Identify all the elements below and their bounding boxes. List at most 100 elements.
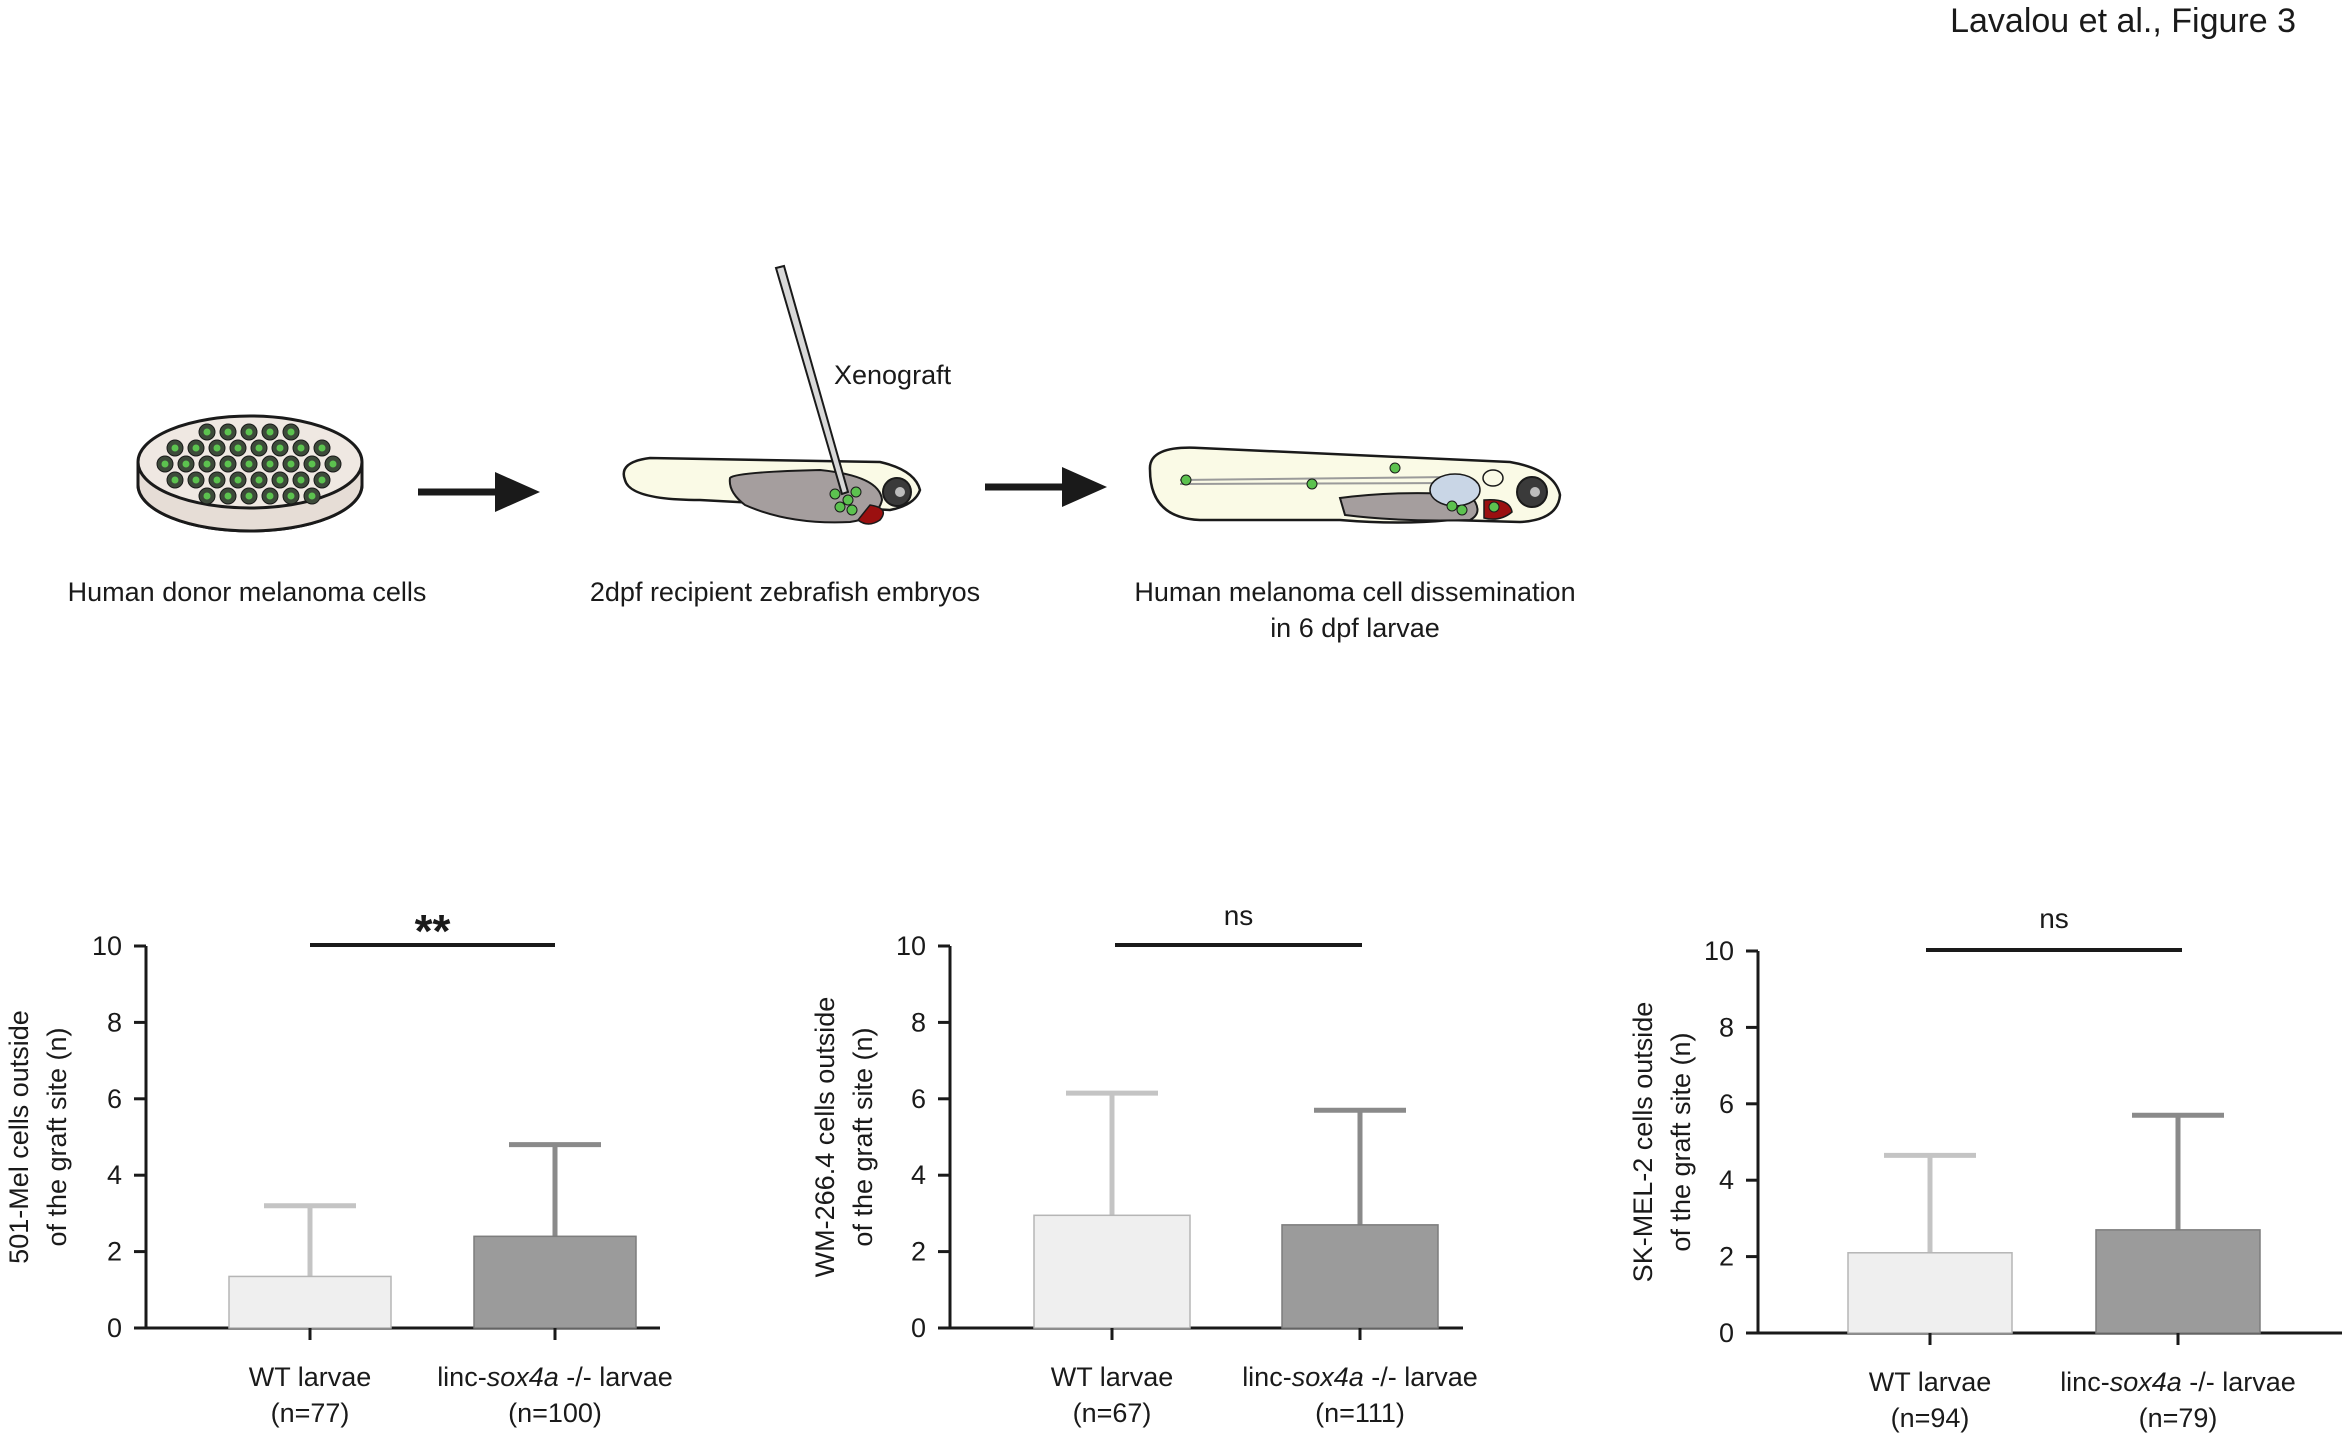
significance-label: ns: [1224, 900, 1254, 931]
melanoma-cell-icon: [850, 486, 862, 498]
melanoma-cell-nucleus: [171, 444, 179, 452]
melanoma-cell-nucleus: [329, 460, 337, 468]
y-tick-label: 6: [107, 1084, 122, 1114]
n-label: (n=79): [2139, 1403, 2218, 1433]
xenograft-schematic: Xenograft: [136, 264, 1562, 533]
y-tick-label: 0: [1719, 1318, 1734, 1348]
figure-title: Lavalou et al., Figure 3: [1950, 2, 2296, 40]
melanoma-cell-nucleus: [308, 460, 316, 468]
y-axis-label: SK-MEL-2 cells outside: [1628, 1002, 1658, 1283]
melanoma-cell-icon: [1456, 504, 1468, 516]
step3-caption-line1: Human melanoma cell dissemination: [1134, 577, 1576, 607]
bar: [1847, 1252, 2013, 1334]
y-axis-label: of the graft site (n): [42, 1027, 72, 1246]
y-axis-label: of the graft site (n): [848, 1027, 878, 1246]
y-tick-label: 10: [92, 931, 122, 961]
melanoma-cell-nucleus: [213, 444, 221, 452]
y-tick-label: 0: [911, 1313, 926, 1343]
melanoma-cell-nucleus: [192, 444, 200, 452]
bar: [473, 1235, 637, 1329]
melanoma-cell-nucleus: [245, 492, 253, 500]
melanoma-cell-nucleus: [266, 460, 274, 468]
melanoma-cell-nucleus: [297, 444, 305, 452]
melanoma-cell-nucleus: [171, 476, 179, 484]
petri-dish-icon: [136, 414, 364, 533]
melanoma-cell-nucleus: [318, 476, 326, 484]
melanoma-cell-nucleus: [224, 460, 232, 468]
melanoma-cell-icon: [1306, 478, 1318, 490]
y-tick-label: 6: [911, 1084, 926, 1114]
y-tick-label: 8: [911, 1007, 926, 1037]
step3-caption: Human melanoma cell dissemination in 6 d…: [1100, 574, 1610, 646]
melanoma-cell-icon: [1446, 500, 1458, 512]
melanoma-cell-nucleus: [255, 444, 263, 452]
melanoma-cell-icon: [834, 501, 846, 513]
melanoma-cell-nucleus: [287, 492, 295, 500]
bar: [1033, 1214, 1191, 1329]
zebrafish-embryo-icon: [622, 456, 922, 525]
x-tick-label: WT larvae: [249, 1362, 372, 1392]
melanoma-cell-icon: [1389, 462, 1401, 474]
n-label: (n=111): [1315, 1398, 1405, 1428]
y-axis-label: WM-266.4 cells outside: [810, 997, 840, 1278]
melanoma-cell-nucleus: [203, 460, 211, 468]
melanoma-cell-icon: [846, 504, 858, 516]
n-label: (n=77): [271, 1398, 350, 1428]
melanoma-cell-nucleus: [203, 428, 211, 436]
y-tick-label: 2: [1719, 1242, 1734, 1272]
injection-needle-icon: [774, 264, 850, 496]
n-label: (n=94): [1891, 1403, 1970, 1433]
melanoma-cell-nucleus: [182, 460, 190, 468]
y-tick-label: 4: [107, 1160, 122, 1190]
melanoma-cell-nucleus: [266, 428, 274, 436]
y-tick-label: 4: [911, 1160, 926, 1190]
x-tick-label: WT larvae: [1051, 1362, 1174, 1392]
bar-chart-1: 0 2 4 6 8 10 501-Mel cells outside of the graft…: [4, 905, 673, 1428]
melanoma-cell-nucleus: [224, 492, 232, 500]
arrow-right-icon: [418, 472, 540, 512]
melanoma-cell-nucleus: [287, 460, 295, 468]
melanoma-cell-nucleus: [213, 476, 221, 484]
zebrafish-larva-icon: [1148, 446, 1562, 524]
bar: [228, 1275, 392, 1329]
y-tick-label: 8: [107, 1007, 122, 1037]
y-tick-label: 8: [1719, 1012, 1734, 1042]
melanoma-cell-nucleus: [161, 460, 169, 468]
x-tick-label: linc-sox4a -/- larvae: [2060, 1367, 2296, 1397]
n-label: (n=67): [1073, 1398, 1152, 1428]
melanoma-cell-nucleus: [245, 460, 253, 468]
significance-label: **: [415, 905, 451, 957]
step1-caption: Human donor melanoma cells: [67, 577, 427, 607]
melanoma-cell-nucleus: [255, 476, 263, 484]
melanoma-cell-nucleus: [234, 444, 242, 452]
bar: [1281, 1224, 1439, 1329]
y-axis-label: of the graft site (n): [1666, 1032, 1696, 1251]
bar: [2095, 1229, 2261, 1334]
y-tick-label: 10: [896, 931, 926, 961]
y-tick-label: 4: [1719, 1165, 1734, 1195]
melanoma-cell-nucleus: [276, 476, 284, 484]
x-tick-label: WT larvae: [1869, 1367, 1992, 1397]
melanoma-cell-nucleus: [234, 476, 242, 484]
melanoma-cell-nucleus: [266, 492, 274, 500]
y-tick-label: 2: [911, 1237, 926, 1267]
y-axis-label: 501-Mel cells outside: [4, 1010, 34, 1264]
melanoma-cell-icon: [1180, 474, 1192, 486]
y-tick-label: 0: [107, 1313, 122, 1343]
y-tick-label: 2: [107, 1237, 122, 1267]
y-tick-label: 6: [1719, 1089, 1734, 1119]
melanoma-cell-nucleus: [203, 492, 211, 500]
melanoma-cell-icon: [1488, 501, 1500, 513]
bar-chart-3: 0 2 4 6 8 10 SK-MEL-2 cells outside of the graf…: [1628, 903, 2342, 1433]
x-tick-label: linc-sox4a -/- larvae: [1242, 1362, 1478, 1392]
step2-caption: 2dpf recipient zebrafish embryos: [589, 577, 981, 607]
melanoma-cell-icon: [842, 494, 854, 506]
melanoma-cell-nucleus: [192, 476, 200, 484]
melanoma-cell-nucleus: [245, 428, 253, 436]
melanoma-cell-nucleus: [318, 444, 326, 452]
xenograft-label: Xenograft: [834, 360, 952, 390]
step3-caption-line2: in 6 dpf larvae: [1270, 613, 1440, 643]
n-label: (n=100): [508, 1398, 602, 1428]
melanoma-cell-nucleus: [297, 476, 305, 484]
